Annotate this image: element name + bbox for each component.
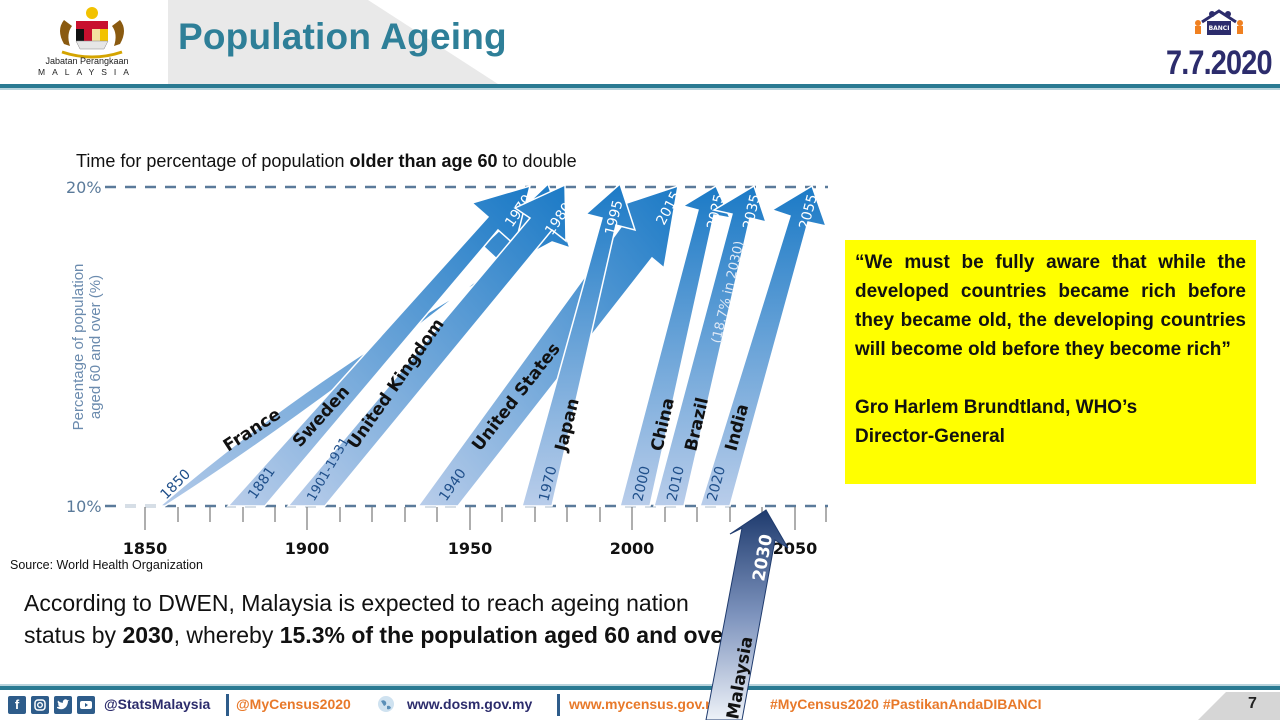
page-number: 7: [1248, 695, 1257, 712]
quote-author-line1: Gro Harlem Brundtland, WHO’s: [855, 397, 1138, 418]
malaysia-projection-text: According to DWEN, Malaysia is expected …: [24, 587, 732, 651]
x-axis-labels: 1850 1900 1950 2000 2050: [123, 539, 818, 558]
org-name-line2: MALAYSIA: [38, 67, 136, 77]
mycensus-website-link[interactable]: www.mycensus.gov.my: [569, 696, 726, 712]
chart-title-bold: older than age 60: [349, 151, 498, 171]
dosm-website-link[interactable]: www.dosm.gov.my: [407, 696, 533, 712]
mycensus-handle[interactable]: @MyCensus2020: [236, 696, 351, 712]
body-line1: According to DWEN, Malaysia is expected …: [24, 590, 689, 616]
body-line2: status by 2030, whereby 15.3% of the pop…: [24, 619, 732, 651]
chart-source: Source: World Health Organization: [10, 558, 203, 572]
instagram-icon[interactable]: [31, 696, 49, 714]
quote-box: “We must be fully aware that while the d…: [845, 240, 1256, 484]
coat-of-arms-logo: [60, 7, 124, 59]
chart-title-part3: to double: [497, 151, 577, 171]
globe-icon: [378, 696, 394, 712]
facebook-icon[interactable]: f: [8, 696, 26, 714]
quote-text: “We must be fully aware that while the d…: [855, 252, 1246, 360]
y-tick-20: 20%: [66, 178, 102, 197]
stats-malaysia-handle[interactable]: @StatsMalaysia: [104, 696, 211, 712]
x-tick-1900: 1900: [285, 539, 330, 558]
body-l2a: status by: [24, 622, 123, 648]
youtube-icon[interactable]: [77, 696, 95, 714]
presentation-date: 7.7.2020: [1166, 44, 1273, 82]
chart-title: Time for percentage of population older …: [76, 151, 577, 172]
header-divider: [0, 84, 1280, 88]
start-brazil: 2010: [664, 465, 688, 503]
twitter-icon[interactable]: [54, 696, 72, 714]
end-china: 2025: [704, 193, 728, 231]
footer-divider-light: [0, 684, 1280, 686]
banci-census-logo: BANCI: [1195, 9, 1243, 35]
body-percentage: 15.3% of the population aged 60 and over: [279, 622, 733, 648]
banci-text: BANCI: [1209, 25, 1230, 32]
footer-divider: [0, 686, 1280, 690]
page-title: Population Ageing: [178, 16, 507, 57]
x-tick-2000: 2000: [610, 539, 655, 558]
quote-author: Gro Harlem Brundtland, WHO’s Director-Gen…: [855, 393, 1246, 451]
body-l2c: , whereby: [173, 622, 280, 648]
quote-author-line2: Director-General: [855, 426, 1005, 447]
header-divider-light: [0, 88, 1280, 90]
x-tick-1850: 1850: [123, 539, 168, 558]
start-china: 2000: [630, 465, 654, 503]
footer-separator-2: [557, 694, 560, 716]
x-tick-1950: 1950: [448, 539, 493, 558]
org-name-line1: Jabatan Perangkaan: [45, 56, 129, 66]
body-year: 2030: [122, 622, 174, 648]
y-tick-10: 10%: [66, 497, 102, 516]
chart-title-part1: Time for percentage of population: [76, 151, 350, 171]
footer-separator: [226, 694, 229, 716]
end-brazil: 2035: [740, 193, 764, 231]
footer-hashtags: #MyCensus2020 #PastikanAndaDIBANCI: [770, 696, 1042, 712]
